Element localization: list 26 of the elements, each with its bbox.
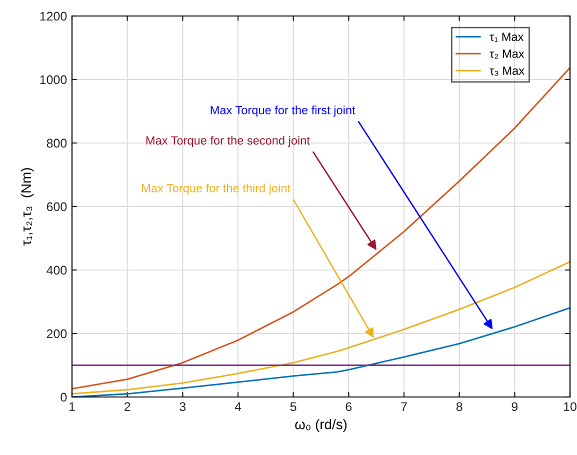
x-tick-label: 10 [564, 402, 576, 412]
x-tick-label: 9 [512, 402, 518, 412]
legend-label: τ₁ Max [490, 32, 524, 42]
x-tick-label: 1 [69, 402, 75, 411]
annotation: Max Torque for the first joint [210, 106, 356, 117]
annotation: Max Torque for the second joint [146, 136, 310, 147]
x-tick-label: 7 [401, 402, 407, 411]
y-tick-label: 0 [60, 392, 67, 402]
annotation: Max Torque for the third joint [142, 184, 290, 195]
x-tick-label: 8 [456, 402, 462, 412]
y-tick-label: 400 [46, 266, 67, 275]
x-tick-label: 3 [180, 402, 186, 412]
x-tick-label: 2 [124, 402, 130, 411]
x-tick-label: 5 [290, 402, 296, 412]
y-tick-label: 1000 [40, 75, 67, 84]
legend-label: τ₃ Max [490, 66, 524, 76]
y-tick-label: 200 [46, 329, 67, 338]
x-tick-label: 6 [346, 402, 352, 412]
legend-label: τ₂ Max [490, 50, 524, 59]
x-tick-label: 4 [234, 402, 242, 411]
y-axis-title: τ₁,τ₂,τ₃ (Nm) [20, 168, 34, 246]
x-axis-title: ω₀ (rd/s) [295, 419, 347, 432]
y-tick-label: 600 [46, 202, 67, 212]
line-series [72, 66, 570, 390]
y-tick-label: 1200 [40, 12, 67, 21]
y-tick-label: 800 [46, 138, 67, 148]
